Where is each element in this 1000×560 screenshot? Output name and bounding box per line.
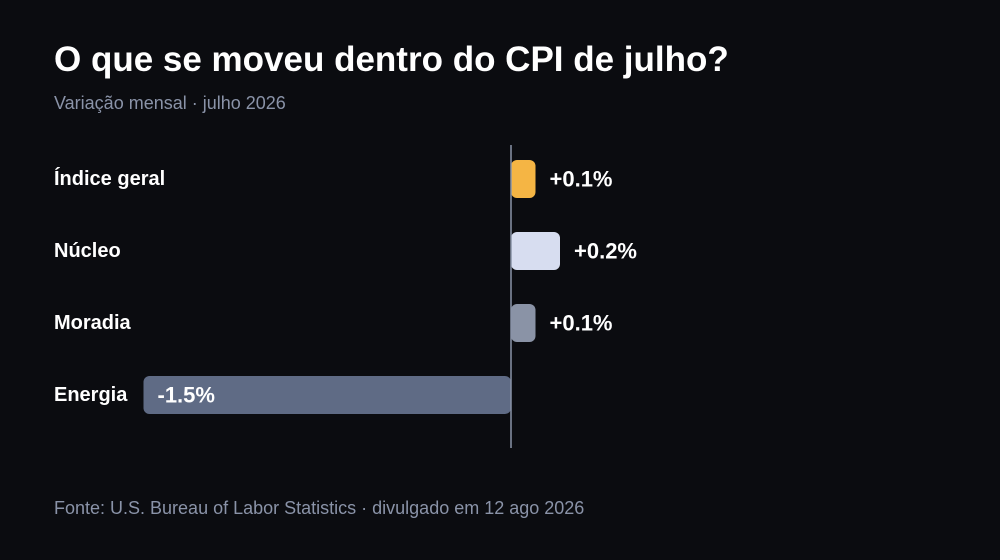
bar-moradia — [511, 304, 536, 342]
value-label-energia: -1.5% — [158, 383, 215, 408]
value-label-indice-geral: +0.1% — [550, 167, 613, 192]
category-label-nucleo: Núcleo — [54, 240, 121, 262]
chart-subtitle: Variação mensal · julho 2026 — [54, 93, 286, 113]
source-note: Fonte: U.S. Bureau of Labor Statistics ·… — [54, 498, 585, 518]
bar-indice-geral — [511, 160, 536, 198]
value-label-moradia: +0.1% — [550, 311, 613, 336]
category-label-moradia: Moradia — [54, 312, 132, 334]
category-label-energia: Energia — [54, 384, 128, 406]
value-label-nucleo: +0.2% — [574, 239, 637, 264]
chart-title: O que se moveu dentro do CPI de julho? — [54, 40, 729, 79]
bar-nucleo — [511, 232, 560, 270]
category-label-indice-geral: Índice geral — [54, 167, 165, 190]
bar-energia — [143, 376, 511, 414]
